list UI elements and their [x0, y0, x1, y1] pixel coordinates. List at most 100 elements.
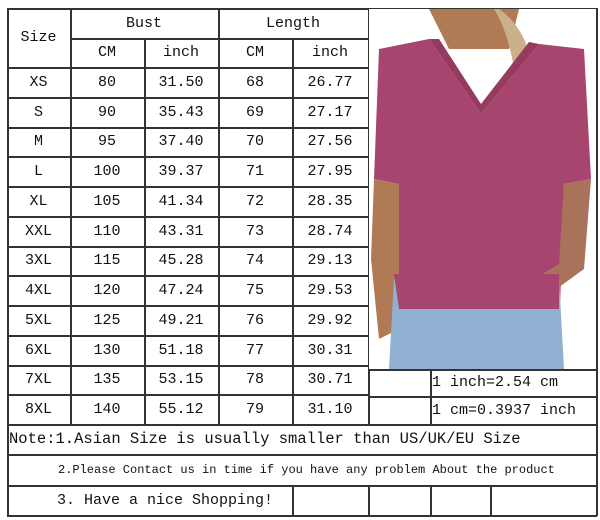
- shirt: [374, 39, 591, 339]
- table-cell-bust-cm: 120: [93, 281, 121, 299]
- header-length-inch: inch: [311, 44, 348, 61]
- grid-line: [7, 365, 369, 367]
- grid-line: [7, 127, 369, 129]
- table-cell-size: XXL: [24, 222, 52, 240]
- table-cell-bust-in: 47.24: [158, 281, 204, 299]
- table-cell-len-in: 28.35: [307, 192, 353, 210]
- table-cell-bust-in: 43.31: [158, 222, 204, 240]
- table-cell-bust-in: 53.15: [158, 371, 204, 388]
- table-cell-bust-in: 31.50: [158, 73, 204, 91]
- table-cell-len-in: 31.10: [307, 400, 353, 418]
- table-cell-bust-cm: 110: [93, 222, 121, 240]
- table-cell-bust-in: 35.43: [158, 103, 204, 121]
- header-bust-cm: CM: [97, 44, 116, 61]
- grid-line: [7, 246, 369, 248]
- table-cell-len-cm: 74: [245, 252, 264, 269]
- neck-skin: [429, 9, 519, 49]
- grid-line: [490, 485, 492, 516]
- table-cell-bust-in: 37.40: [158, 133, 204, 150]
- table-cell-bust-cm: 135: [93, 371, 121, 388]
- product-photo: [369, 9, 596, 369]
- table-cell-len-in: 26.77: [307, 73, 353, 91]
- conversion-inch-cm: 1 inch=2.54 cm: [432, 374, 559, 391]
- table-cell-bust-cm: 100: [93, 162, 121, 180]
- grid-line: [144, 38, 146, 425]
- grid-line: [596, 8, 598, 516]
- table-cell-len-cm: 76: [245, 311, 264, 329]
- note-2: 2.Please Contact us in time if you have …: [58, 462, 555, 477]
- table-cell-bust-in: 49.21: [158, 311, 204, 329]
- grid-line: [7, 515, 597, 517]
- table-cell-size: 7XL: [24, 371, 52, 388]
- conversion-cm-inch: 1 cm=0.3937 inch: [432, 401, 577, 419]
- table-cell-len-in: 29.13: [307, 252, 353, 269]
- grid-line: [430, 485, 432, 516]
- table-cell-len-cm: 78: [245, 371, 264, 388]
- table-cell-size: 5XL: [24, 311, 52, 329]
- table-cell-bust-in: 39.37: [158, 162, 204, 180]
- table-cell-bust-cm: 130: [93, 341, 121, 359]
- table-cell-len-in: 28.74: [307, 222, 353, 240]
- table-cell-bust-cm: 140: [93, 400, 121, 418]
- table-cell-len-in: 30.31: [307, 341, 353, 359]
- grid-line: [368, 485, 370, 516]
- grid-line: [218, 8, 220, 425]
- header-length: Length: [265, 14, 320, 32]
- header-size: Size: [20, 29, 57, 46]
- grid-line: [7, 275, 369, 277]
- table-cell-len-cm: 73: [245, 222, 264, 240]
- grid-line: [7, 335, 369, 337]
- table-cell-size: XL: [29, 192, 48, 210]
- table-cell-len-cm: 72: [245, 192, 264, 210]
- table-cell-bust-cm: 95: [97, 133, 116, 150]
- table-cell-len-cm: 68: [245, 73, 264, 91]
- grid-line: [7, 424, 369, 426]
- grid-line: [7, 97, 369, 99]
- table-cell-len-cm: 70: [245, 133, 264, 150]
- table-cell-size: M: [33, 133, 43, 150]
- grid-line: [7, 394, 369, 396]
- table-cell-bust-cm: 105: [93, 192, 121, 210]
- grid-line: [368, 369, 597, 371]
- table-cell-bust-cm: 90: [97, 103, 116, 121]
- grid-line: [70, 38, 369, 40]
- grid-line: [7, 216, 369, 218]
- table-cell-len-cm: 79: [245, 400, 264, 418]
- grid-line: [292, 38, 294, 425]
- table-cell-len-in: 27.17: [307, 103, 353, 121]
- table-cell-len-in: 30.71: [307, 371, 353, 388]
- table-cell-bust-in: 51.18: [158, 341, 204, 359]
- table-cell-size: S: [33, 103, 43, 121]
- table-cell-len-in: 27.95: [307, 162, 353, 180]
- table-cell-len-in: 29.92: [307, 311, 353, 329]
- table-cell-bust-cm: 115: [93, 252, 121, 269]
- table-cell-len-in: 29.53: [307, 281, 353, 299]
- note-1: Note:1.Asian Size is usually smaller tha…: [9, 430, 521, 448]
- grid-line: [368, 8, 370, 425]
- grid-line: [7, 305, 369, 307]
- table-cell-bust-in: 55.12: [158, 400, 204, 418]
- table-cell-len-cm: 77: [245, 341, 264, 359]
- header-bust: Bust: [125, 14, 162, 32]
- table-cell-size: 4XL: [24, 281, 52, 299]
- grid-line: [7, 8, 9, 516]
- grid-line: [430, 369, 432, 425]
- table-cell-size: 6XL: [24, 341, 52, 359]
- header-bust-inch: inch: [162, 44, 199, 61]
- grid-line: [368, 396, 597, 398]
- header-length-cm: CM: [245, 44, 264, 61]
- table-cell-size: 8XL: [24, 400, 52, 418]
- grid-line: [7, 156, 369, 158]
- table-cell-size: XS: [29, 73, 48, 91]
- table-cell-size: 3XL: [24, 252, 52, 269]
- table-cell-bust-in: 41.34: [158, 192, 204, 210]
- table-cell-size: L: [33, 162, 43, 180]
- grid-line: [292, 485, 294, 516]
- grid-line: [7, 8, 597, 10]
- grid-line: [368, 424, 597, 426]
- grid-line: [70, 8, 72, 425]
- table-cell-bust-in: 45.28: [158, 252, 204, 269]
- table-cell-bust-cm: 80: [97, 73, 116, 91]
- grid-line: [7, 67, 369, 69]
